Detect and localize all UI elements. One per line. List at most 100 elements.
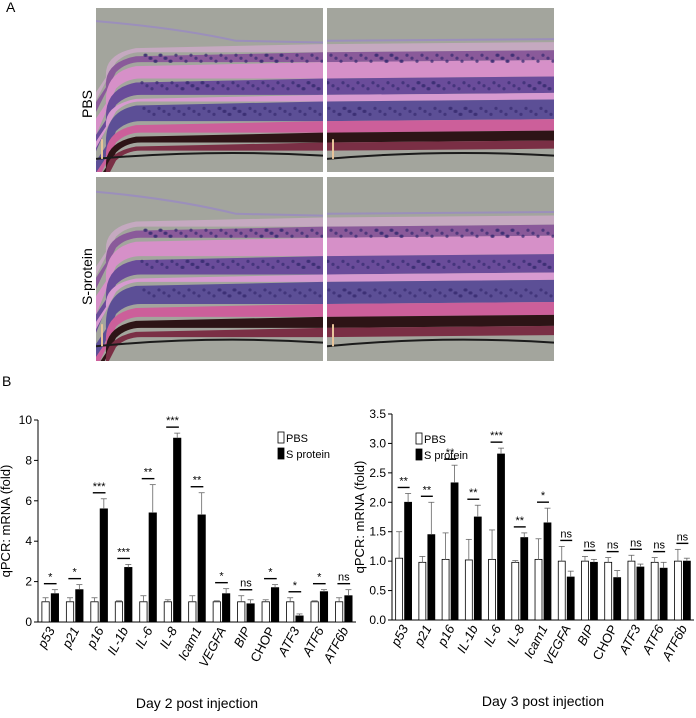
photoreceptor-layer — [327, 301, 554, 317]
panel-label-b: B — [2, 373, 12, 389]
inner-plexiform-layer — [96, 62, 323, 135]
x-axis-label: Day 2 post injection — [136, 695, 258, 711]
bar-s-protein — [50, 593, 59, 623]
significance-label: ns — [630, 537, 642, 549]
ganglion-layer — [327, 224, 554, 238]
bar-pbs — [139, 601, 148, 623]
inner-plexiform-layer — [327, 60, 554, 79]
bar-s-protein — [613, 577, 622, 621]
micrograph-pbs-right — [327, 8, 554, 172]
bar-s-protein — [520, 537, 529, 621]
category-label: p16 — [83, 624, 107, 652]
significance-label: ** — [423, 484, 432, 496]
significance-label: ** — [515, 515, 524, 527]
row-label-pbs: PBS — [79, 89, 95, 118]
category-label: IL-6 — [480, 622, 504, 650]
legend-swatch — [277, 431, 285, 444]
choroid-layer — [327, 325, 554, 338]
bar-s-protein — [427, 534, 436, 621]
legend-swatch — [277, 447, 285, 460]
bar-pbs — [464, 559, 473, 621]
choroid-layer — [106, 327, 323, 361]
y-tick-label: 1.0 — [369, 554, 386, 568]
nuclei — [327, 228, 554, 298]
category-label: IL-1b — [454, 622, 481, 655]
legend: PBS S protein — [415, 432, 468, 462]
photoreceptor-layer — [96, 121, 323, 172]
inner-limiting-membrane — [327, 210, 554, 215]
bar-pbs — [65, 601, 75, 623]
significance-label: ** — [399, 475, 408, 487]
category-label: p21 — [411, 622, 435, 649]
legend-swatch — [415, 448, 423, 461]
sclera-line — [327, 338, 554, 348]
legend-swatch — [415, 432, 423, 445]
bar-s-protein — [173, 437, 182, 623]
nerve-fiber-layer — [96, 44, 323, 101]
rpe-layer — [327, 130, 554, 143]
significance-label: ns — [584, 538, 596, 550]
nerve-fiber-layer — [327, 42, 554, 53]
category-label: p21 — [58, 624, 82, 651]
category-label: ATF3 — [615, 622, 644, 658]
bar-s-protein — [319, 591, 329, 623]
bar-s-protein — [344, 595, 353, 623]
bar-s-protein — [566, 576, 575, 621]
micrograph-sprotein-right — [327, 177, 554, 361]
photoreceptor-layer — [96, 303, 323, 361]
row-label-sprotein: S-protein — [79, 248, 95, 305]
y-tick-label: 0.0 — [369, 613, 386, 627]
rpe-layer — [327, 314, 554, 328]
outer-plexiform-layer — [96, 94, 323, 149]
bar-chart-day3: 0.0 0.5 1.0 1.5 2.0 2.5 3.0 3.5 qPCR: mRNA (fold… — [352, 407, 694, 709]
bar-s-protein — [270, 587, 280, 623]
y-tick-label: 8 — [25, 453, 32, 467]
significance-label: ** — [446, 447, 455, 459]
significance-label: * — [48, 572, 53, 584]
inner-plexiform-layer — [327, 235, 554, 257]
photoreceptor-layer — [327, 119, 554, 133]
significance-label: ns — [677, 531, 689, 543]
sclera-line — [327, 151, 554, 160]
bar-pbs — [41, 601, 50, 623]
outer-plexiform-layer — [327, 92, 554, 102]
y-tick-label: 2.0 — [369, 495, 386, 509]
bar-s-protein — [543, 522, 552, 621]
bar-s-protein — [636, 566, 645, 621]
nerve-fiber-layer — [96, 217, 323, 276]
bar-pbs — [441, 558, 450, 621]
significance-label: *** — [490, 430, 504, 442]
scale-bar — [101, 324, 103, 347]
y-tick-label: 10 — [19, 413, 33, 427]
significance-label: * — [268, 567, 273, 579]
ganglion-layer — [96, 52, 323, 112]
nuclei — [327, 53, 554, 116]
significance-label: * — [541, 490, 546, 502]
significance-label: ns — [607, 540, 619, 552]
bar-s-protein — [682, 560, 691, 621]
bar-pbs — [650, 561, 659, 621]
significance-label: ns — [240, 578, 252, 590]
y-tick-label: 3.0 — [369, 436, 386, 450]
bar-pbs — [90, 601, 99, 623]
category-label: BIP — [574, 622, 597, 648]
bar-pbs — [286, 601, 295, 623]
bar-pbs — [261, 601, 270, 623]
micrograph-pbs-left — [96, 8, 323, 172]
bar-pbs — [604, 561, 613, 621]
bar-pbs — [534, 558, 543, 621]
y-tick-label: 4 — [25, 534, 32, 548]
y-tick-label: 3.5 — [369, 407, 386, 421]
bar-s-protein — [246, 603, 255, 623]
outer-nuclear-layer — [96, 101, 323, 172]
inner-limiting-membrane — [96, 190, 323, 217]
bar-s-protein — [197, 514, 206, 623]
choroid-layer — [106, 142, 323, 172]
ganglion-layer — [96, 226, 323, 289]
bar-pbs — [335, 601, 344, 623]
y-tick-label: 1.5 — [369, 525, 386, 539]
significance-label: *** — [166, 415, 180, 427]
bar-s-protein — [450, 482, 459, 621]
significance-label: ** — [144, 467, 153, 479]
bar-pbs — [674, 560, 682, 621]
